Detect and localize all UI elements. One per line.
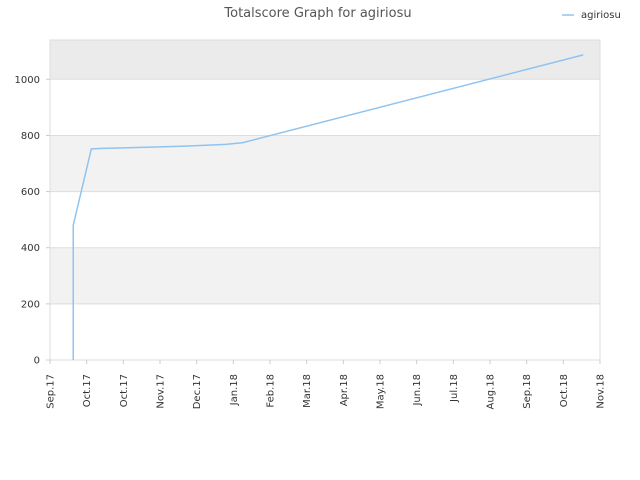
plot-background-bands xyxy=(50,40,600,360)
x-tick-label: Sep.18 xyxy=(522,374,533,409)
x-tick-label: Dec.17 xyxy=(192,374,203,409)
x-tick-label: Apr.18 xyxy=(339,374,350,406)
y-tick-label: 600 xyxy=(21,187,40,198)
series-line-agiriosu xyxy=(72,54,584,360)
y-tick-label: 200 xyxy=(21,299,40,310)
x-tick-label: Oct.17 xyxy=(82,374,93,407)
x-tick-label: Nov.18 xyxy=(596,374,607,409)
legend-label: agiriosu xyxy=(581,10,621,21)
y-tick-label: 1000 xyxy=(15,75,40,86)
plot-band xyxy=(50,40,600,80)
y-tick-label: 800 xyxy=(21,131,40,142)
y-tick-label: 400 xyxy=(21,243,40,254)
plot-band xyxy=(50,79,600,136)
plot-band xyxy=(50,303,600,360)
x-tick-label: Mar.18 xyxy=(302,374,313,408)
x-tick-label: Jul.18 xyxy=(449,374,460,403)
x-tick-label: Sep.17 xyxy=(46,374,57,409)
x-tick-label: Oct.18 xyxy=(559,374,570,407)
plot-band xyxy=(50,191,600,248)
y-axis: 0 200 400 600 800 1000 xyxy=(15,75,50,367)
x-axis: Sep.17 Oct.17 Oct.17 Nov.17 Dec.17 Jan.18 Feb.… xyxy=(46,360,607,409)
plot-band xyxy=(50,135,600,192)
x-tick-label: Feb.18 xyxy=(266,374,277,408)
series-group xyxy=(72,54,584,360)
plot-border xyxy=(49,39,601,361)
chart-title: Totalscore Graph for agiriosu xyxy=(223,6,411,21)
x-tick-label: Aug.18 xyxy=(486,374,497,409)
legend[interactable]: agiriosu xyxy=(562,10,621,21)
x-tick-label: May.18 xyxy=(376,374,387,409)
x-tick-label: Jun.18 xyxy=(412,374,423,407)
x-tick-label: Nov.17 xyxy=(156,374,167,409)
x-tick-label: Oct.17 xyxy=(119,374,130,407)
x-tick-label: Jan.18 xyxy=(229,374,240,406)
plot-band xyxy=(50,247,600,304)
y-tick-label: 0 xyxy=(34,356,40,367)
